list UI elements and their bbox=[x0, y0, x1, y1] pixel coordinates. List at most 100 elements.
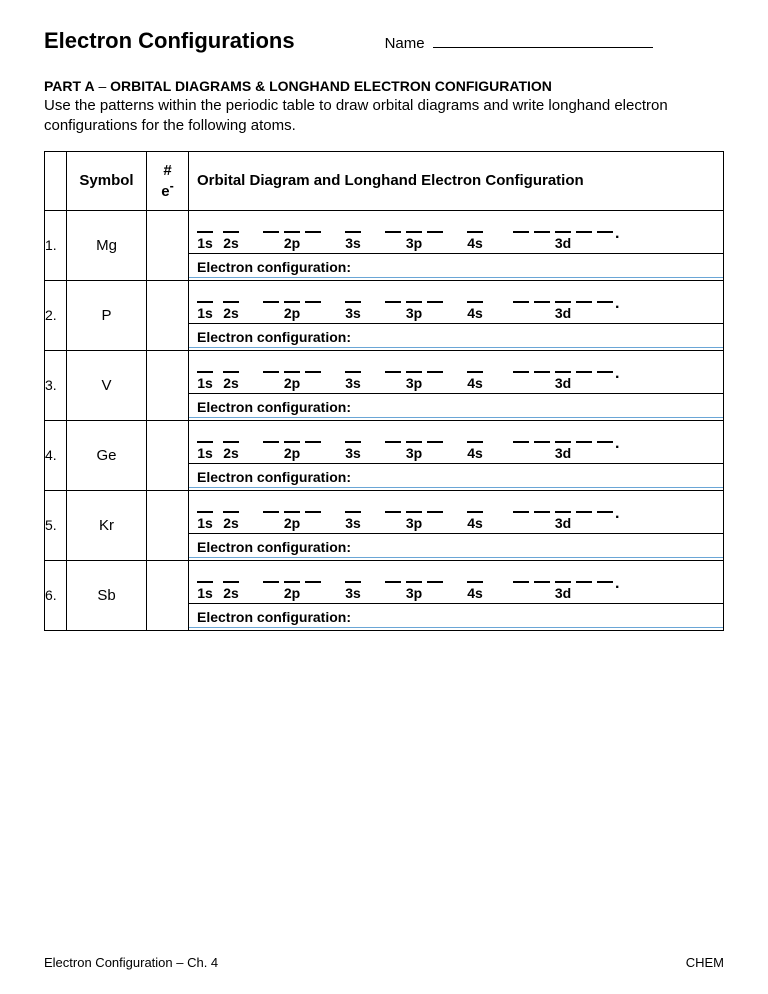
orbital-slot[interactable] bbox=[513, 231, 529, 233]
orbital-slot[interactable] bbox=[345, 231, 361, 233]
orbital-slot[interactable] bbox=[534, 441, 550, 443]
orbital-slot[interactable] bbox=[597, 301, 613, 303]
orbital-slot[interactable] bbox=[345, 371, 361, 373]
row-electron-count[interactable] bbox=[147, 560, 189, 630]
orbital-slot[interactable] bbox=[576, 511, 592, 513]
orbital-slot[interactable] bbox=[197, 301, 213, 303]
orbital-slot[interactable] bbox=[513, 441, 529, 443]
orbital-slot[interactable] bbox=[223, 511, 239, 513]
orbital-slot[interactable] bbox=[406, 511, 422, 513]
orbital-slot[interactable] bbox=[406, 301, 422, 303]
orbital-slot[interactable] bbox=[555, 441, 571, 443]
orbital-slot[interactable] bbox=[534, 301, 550, 303]
orbital-slot[interactable] bbox=[534, 231, 550, 233]
orbital-slot[interactable] bbox=[385, 511, 401, 513]
orbital-slot[interactable] bbox=[406, 581, 422, 583]
orbital-slot[interactable] bbox=[513, 371, 529, 373]
orbital-slot[interactable] bbox=[385, 581, 401, 583]
orbital-slot[interactable] bbox=[427, 581, 443, 583]
orbital-slot[interactable] bbox=[555, 301, 571, 303]
orbital-slot[interactable] bbox=[263, 441, 279, 443]
orbital-slot[interactable] bbox=[597, 581, 613, 583]
electron-config-row[interactable]: Electron configuration: bbox=[189, 463, 723, 490]
orbital-slot[interactable] bbox=[345, 301, 361, 303]
orbital-slot[interactable] bbox=[427, 511, 443, 513]
orbital-slot[interactable] bbox=[284, 301, 300, 303]
orbital-slot[interactable] bbox=[305, 441, 321, 443]
orbital-slot[interactable] bbox=[534, 371, 550, 373]
electron-config-row[interactable]: Electron configuration: bbox=[189, 533, 723, 560]
orbital-slot[interactable] bbox=[197, 441, 213, 443]
orbital-slot[interactable] bbox=[576, 371, 592, 373]
orbital-slot[interactable] bbox=[427, 301, 443, 303]
orbital-slot[interactable] bbox=[197, 511, 213, 513]
orbital-slot[interactable] bbox=[197, 231, 213, 233]
electron-config-row[interactable]: Electron configuration: bbox=[189, 323, 723, 350]
electron-config-row[interactable]: Electron configuration: bbox=[189, 393, 723, 420]
orbital-slot[interactable] bbox=[597, 231, 613, 233]
orbital-slot[interactable] bbox=[263, 231, 279, 233]
orbital-slot[interactable] bbox=[263, 511, 279, 513]
orbital-slot[interactable] bbox=[576, 441, 592, 443]
orbital-slot[interactable] bbox=[284, 511, 300, 513]
orbital-slot[interactable] bbox=[555, 511, 571, 513]
orbital-slot[interactable] bbox=[223, 581, 239, 583]
orbital-slot[interactable] bbox=[305, 301, 321, 303]
orbital-slot[interactable] bbox=[555, 231, 571, 233]
orbital-slot[interactable] bbox=[284, 371, 300, 373]
orbital-slot[interactable] bbox=[305, 231, 321, 233]
orbital-slot[interactable] bbox=[576, 581, 592, 583]
orbital-slot[interactable] bbox=[223, 441, 239, 443]
orbital-slot[interactable] bbox=[223, 231, 239, 233]
orbital-slot[interactable] bbox=[467, 581, 483, 583]
row-electron-count[interactable] bbox=[147, 210, 189, 280]
orbital-slot[interactable] bbox=[467, 441, 483, 443]
orbital-slot[interactable] bbox=[467, 301, 483, 303]
orbital-slot[interactable] bbox=[263, 581, 279, 583]
orbital-slot[interactable] bbox=[223, 301, 239, 303]
orbital-slot[interactable] bbox=[345, 581, 361, 583]
orbital-slot[interactable] bbox=[555, 371, 571, 373]
orbital-slot[interactable] bbox=[534, 511, 550, 513]
orbital-slot[interactable] bbox=[467, 231, 483, 233]
orbital-slot[interactable] bbox=[223, 371, 239, 373]
row-electron-count[interactable] bbox=[147, 420, 189, 490]
orbital-slot[interactable] bbox=[555, 581, 571, 583]
electron-config-row[interactable]: Electron configuration: bbox=[189, 253, 723, 280]
orbital-slot[interactable] bbox=[513, 301, 529, 303]
orbital-slot[interactable] bbox=[576, 301, 592, 303]
orbital-slot[interactable] bbox=[534, 581, 550, 583]
orbital-slot[interactable] bbox=[513, 581, 529, 583]
electron-config-row[interactable]: Electron configuration: bbox=[189, 603, 723, 630]
orbital-slot[interactable] bbox=[467, 511, 483, 513]
orbital-slot[interactable] bbox=[597, 371, 613, 373]
orbital-slot[interactable] bbox=[597, 441, 613, 443]
orbital-slot[interactable] bbox=[385, 441, 401, 443]
orbital-slot[interactable] bbox=[284, 581, 300, 583]
orbital-slot[interactable] bbox=[197, 371, 213, 373]
orbital-slot[interactable] bbox=[284, 231, 300, 233]
orbital-slot[interactable] bbox=[305, 581, 321, 583]
row-electron-count[interactable] bbox=[147, 280, 189, 350]
orbital-slot[interactable] bbox=[345, 441, 361, 443]
orbital-slot[interactable] bbox=[406, 371, 422, 373]
orbital-slot[interactable] bbox=[263, 371, 279, 373]
orbital-slot[interactable] bbox=[576, 231, 592, 233]
orbital-slot[interactable] bbox=[345, 511, 361, 513]
orbital-slot[interactable] bbox=[427, 231, 443, 233]
row-electron-count[interactable] bbox=[147, 490, 189, 560]
orbital-slot[interactable] bbox=[406, 441, 422, 443]
orbital-slot[interactable] bbox=[385, 301, 401, 303]
row-electron-count[interactable] bbox=[147, 350, 189, 420]
orbital-slot[interactable] bbox=[385, 231, 401, 233]
orbital-slot[interactable] bbox=[406, 231, 422, 233]
orbital-slot[interactable] bbox=[427, 371, 443, 373]
orbital-slot[interactable] bbox=[513, 511, 529, 513]
orbital-slot[interactable] bbox=[305, 371, 321, 373]
orbital-slot[interactable] bbox=[467, 371, 483, 373]
orbital-slot[interactable] bbox=[597, 511, 613, 513]
orbital-slot[interactable] bbox=[427, 441, 443, 443]
orbital-slot[interactable] bbox=[305, 511, 321, 513]
name-input-line[interactable] bbox=[433, 47, 653, 48]
orbital-slot[interactable] bbox=[385, 371, 401, 373]
